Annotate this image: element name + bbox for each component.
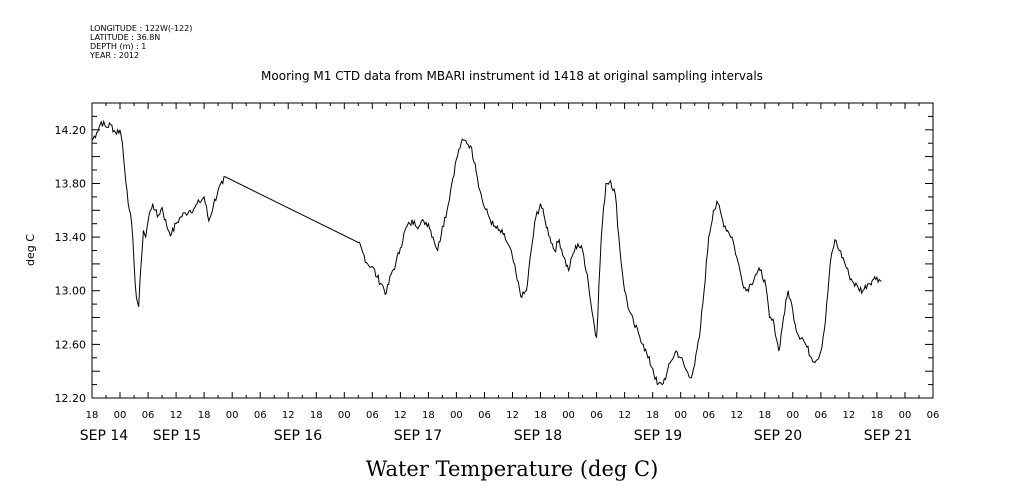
- series-layer: [91, 119, 882, 386]
- y-tick-label: 14.20: [55, 124, 87, 137]
- x-tick-label: 06: [366, 410, 379, 421]
- x-tick-label: 18: [758, 410, 771, 421]
- x-tick-label: 18: [310, 410, 323, 421]
- y-tick-label: 13.80: [55, 177, 87, 190]
- x-tick-label: 12: [506, 410, 519, 421]
- x-tick-label: 00: [450, 410, 463, 421]
- y-tick-label: 13.00: [55, 285, 87, 298]
- y-tick-labels: 14.20 13.80 13.40 13.00 12.60 12.20: [55, 124, 87, 405]
- x-tick-labels: 18 00 06 12 18 00 06 12 18 00 06 12 18 00 06 12 18 00 06 12…: [86, 410, 940, 421]
- x-tick-label: 18: [871, 410, 884, 421]
- meta-depth: DEPTH (m) : 1: [90, 42, 146, 51]
- series-line: [91, 119, 882, 386]
- x-tick-label: 00: [674, 410, 687, 421]
- x-tick-label: 12: [730, 410, 743, 421]
- x-axis-label: Water Temperature (deg C): [366, 457, 659, 481]
- x-tick-label: 12: [170, 410, 183, 421]
- x-day-label: SEP 15: [153, 428, 201, 444]
- y-tick-label: 12.60: [55, 338, 87, 351]
- x-day-label: SEP 19: [634, 428, 682, 444]
- plot-frame: [91, 102, 934, 399]
- chart-title: Mooring M1 CTD data from MBARI instrumen…: [261, 69, 763, 83]
- x-day-label: SEP 20: [754, 428, 802, 444]
- x-tick-label: 12: [618, 410, 631, 421]
- x-tick-label: 12: [282, 410, 295, 421]
- x-day-label: SEP 21: [864, 428, 912, 444]
- x-day-label: SEP 16: [274, 428, 323, 444]
- x-day-label: SEP 18: [514, 428, 562, 444]
- x-tick-label: 18: [646, 410, 659, 421]
- x-tick-label: 06: [254, 410, 267, 421]
- x-tick-label: 00: [786, 410, 799, 421]
- x-tick-label: 06: [814, 410, 827, 421]
- x-tick-label: 00: [226, 410, 239, 421]
- x-tick-label: 06: [142, 410, 155, 421]
- x-tick-label: 00: [114, 410, 127, 421]
- meta-year: YEAR : 2012: [89, 51, 139, 60]
- x-tick-label: 18: [534, 410, 547, 421]
- x-tick-label: 06: [702, 410, 715, 421]
- meta-longitude: LONGITUDE : 122W(-122): [90, 24, 192, 33]
- x-tick-label: 06: [478, 410, 491, 421]
- x-tick-label: 18: [422, 410, 435, 421]
- meta-block: LONGITUDE : 122W(-122) LATITUDE : 36.8N …: [89, 24, 192, 60]
- tick-marks: [91, 102, 934, 399]
- x-day-label: SEP 17: [394, 428, 442, 444]
- y-tick-label: 13.40: [55, 231, 87, 244]
- x-tick-label: 00: [899, 410, 912, 421]
- x-tick-label: 00: [562, 410, 575, 421]
- x-tick-label: 12: [843, 410, 856, 421]
- x-day-labels: SEP 14 SEP 15 SEP 16 SEP 17 SEP 18 SEP 19 SEP …: [80, 428, 912, 444]
- x-tick-label: 06: [927, 410, 940, 421]
- x-day-label: SEP 14: [80, 428, 129, 444]
- y-tick-label: 12.20: [55, 392, 87, 405]
- x-tick-label: 18: [198, 410, 211, 421]
- x-tick-label: 06: [590, 410, 603, 421]
- x-tick-label: 00: [338, 410, 351, 421]
- x-tick-label: 18: [86, 410, 99, 421]
- meta-latitude: LATITUDE : 36.8N: [90, 33, 160, 42]
- y-axis-label: deg C: [24, 234, 37, 266]
- x-tick-label: 12: [394, 410, 407, 421]
